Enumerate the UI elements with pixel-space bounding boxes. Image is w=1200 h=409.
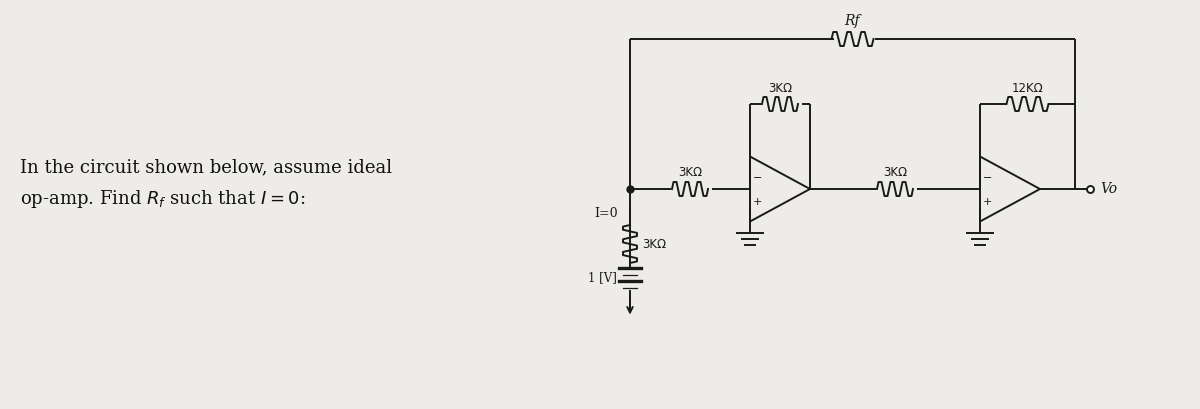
Text: $+$: $+$ bbox=[752, 196, 762, 207]
Text: 12KΩ: 12KΩ bbox=[1012, 82, 1043, 95]
Text: $-$: $-$ bbox=[752, 171, 762, 181]
Text: 1 [V]: 1 [V] bbox=[588, 271, 617, 284]
Text: I=0: I=0 bbox=[594, 207, 618, 220]
Text: $-$: $-$ bbox=[982, 171, 992, 181]
Text: Rf: Rf bbox=[845, 14, 860, 28]
Text: op-amp. Find $R_f$ such that $I = 0$:: op-amp. Find $R_f$ such that $I = 0$: bbox=[20, 188, 305, 210]
Text: 3KΩ: 3KΩ bbox=[768, 82, 792, 95]
Text: 3KΩ: 3KΩ bbox=[678, 166, 702, 179]
Text: Vo: Vo bbox=[1100, 182, 1117, 196]
Text: $+$: $+$ bbox=[982, 196, 992, 207]
Text: 3KΩ: 3KΩ bbox=[883, 166, 907, 179]
Text: 3KΩ: 3KΩ bbox=[642, 238, 666, 250]
Text: In the circuit shown below, assume ideal: In the circuit shown below, assume ideal bbox=[20, 158, 392, 176]
